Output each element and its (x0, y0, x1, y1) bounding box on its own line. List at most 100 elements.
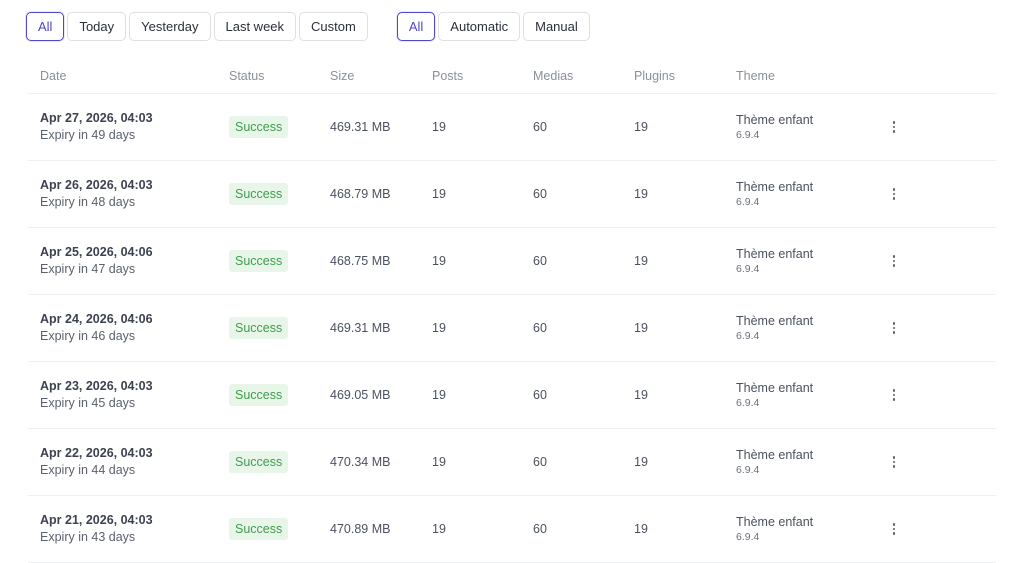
plugins-cell: 19 (634, 496, 648, 562)
more-vertical-icon[interactable] (887, 320, 901, 335)
backup-size: 469.05 MB (330, 388, 391, 402)
theme-cell: Thème enfant 6.9.4 (736, 94, 813, 160)
more-vertical-icon[interactable] (887, 186, 901, 201)
medias-cell: 60 (533, 429, 547, 495)
backup-date: Apr 22, 2026, 04:03 (40, 446, 153, 460)
posts-cell: 19 (432, 295, 446, 361)
theme-name: Thème enfant (736, 247, 814, 261)
theme-cell: Thème enfant 6.9.4 (736, 161, 813, 227)
more-vertical-icon[interactable] (887, 119, 901, 134)
backup-size: 469.31 MB (330, 321, 391, 335)
medias-cell: 60 (533, 94, 547, 160)
backup-date: Apr 24, 2026, 04:06 (40, 312, 153, 326)
status-badge: Success (229, 518, 289, 540)
type-filter-group: All Automatic Manual (396, 12, 590, 41)
date-filter-yesterday[interactable]: Yesterday (129, 12, 211, 41)
size-cell: 469.31 MB (330, 295, 390, 361)
table-row: Apr 23, 2026, 04:03 Expiry in 45 days Succ… (28, 362, 996, 429)
table-row: Apr 21, 2026, 04:03 Expiry in 43 days Succ… (28, 496, 996, 563)
date-cell: Apr 21, 2026, 04:03 Expiry in 43 days (40, 496, 153, 562)
status-cell: Success (229, 496, 289, 562)
theme-name: Thème enfant (736, 113, 814, 127)
size-cell: 470.34 MB (330, 429, 390, 495)
backup-date: Apr 25, 2026, 04:06 (40, 245, 153, 259)
medias-count: 60 (533, 455, 547, 469)
plugins-cell: 19 (634, 429, 648, 495)
theme-name: Thème enfant (736, 381, 814, 395)
column-header-plugins: Plugins (634, 69, 675, 83)
date-cell: Apr 22, 2026, 04:03 Expiry in 44 days (40, 429, 153, 495)
date-filter-last-week[interactable]: Last week (213, 12, 297, 41)
type-filter-all[interactable]: All (396, 12, 436, 41)
plugins-count: 19 (634, 455, 648, 469)
medias-count: 60 (533, 187, 547, 201)
plugins-cell: 19 (634, 94, 648, 160)
table-row: Apr 27, 2026, 04:03 Expiry in 49 days Succ… (28, 94, 996, 161)
status-badge: Success (229, 384, 289, 406)
expiry-text: Expiry in 43 days (40, 530, 136, 544)
more-vertical-icon[interactable] (887, 521, 901, 536)
date-cell: Apr 24, 2026, 04:06 Expiry in 46 days (40, 295, 153, 361)
status-cell: Success (229, 94, 289, 160)
posts-cell: 19 (432, 161, 446, 227)
medias-count: 60 (533, 254, 547, 268)
theme-version: 6.9.4 (736, 263, 760, 275)
backup-size: 470.34 MB (330, 455, 391, 469)
column-header-date: Date (40, 69, 67, 83)
theme-cell: Thème enfant 6.9.4 (736, 295, 813, 361)
type-filter-manual[interactable]: Manual (523, 12, 590, 41)
medias-count: 60 (533, 120, 547, 134)
more-vertical-icon[interactable] (887, 454, 901, 469)
backup-size: 470.89 MB (330, 522, 391, 536)
status-badge: Success (229, 116, 289, 138)
backup-size: 468.79 MB (330, 187, 391, 201)
status-cell: Success (229, 295, 289, 361)
table-body: Apr 27, 2026, 04:03 Expiry in 49 days Succ… (28, 94, 996, 563)
status-cell: Success (229, 228, 289, 294)
date-filter-today[interactable]: Today (67, 12, 127, 41)
size-cell: 468.75 MB (330, 228, 390, 294)
backups-table: Date Status Size Posts Medias Plugins Th… (28, 59, 996, 563)
posts-count: 19 (432, 321, 446, 335)
date-filter-all[interactable]: All (26, 12, 65, 41)
size-cell: 470.89 MB (330, 496, 390, 562)
medias-cell: 60 (533, 362, 547, 428)
expiry-text: Expiry in 48 days (40, 195, 136, 209)
date-filter-custom[interactable]: Custom (299, 12, 368, 41)
posts-cell: 19 (432, 362, 446, 428)
more-vertical-icon[interactable] (887, 253, 901, 268)
theme-name: Thème enfant (736, 515, 814, 529)
plugins-count: 19 (634, 254, 648, 268)
type-filter-automatic[interactable]: Automatic (438, 12, 521, 41)
menu-cell (886, 228, 902, 294)
plugins-cell: 19 (634, 228, 648, 294)
column-header-size: Size (330, 69, 355, 83)
posts-count: 19 (432, 254, 446, 268)
theme-version: 6.9.4 (736, 196, 760, 208)
posts-count: 19 (432, 388, 446, 402)
backup-date: Apr 21, 2026, 04:03 (40, 513, 153, 527)
status-badge: Success (229, 183, 289, 205)
theme-version: 6.9.4 (736, 531, 760, 543)
backup-date: Apr 26, 2026, 04:03 (40, 178, 153, 192)
expiry-text: Expiry in 47 days (40, 262, 136, 276)
status-badge: Success (229, 451, 289, 473)
medias-count: 60 (533, 522, 547, 536)
plugins-count: 19 (634, 522, 648, 536)
column-header-status: Status (229, 69, 265, 83)
posts-cell: 19 (432, 228, 446, 294)
posts-count: 19 (432, 522, 446, 536)
posts-cell: 19 (432, 429, 446, 495)
posts-cell: 19 (432, 94, 446, 160)
medias-cell: 60 (533, 496, 547, 562)
expiry-text: Expiry in 44 days (40, 463, 136, 477)
theme-version: 6.9.4 (736, 330, 760, 342)
table-row: Apr 22, 2026, 04:03 Expiry in 44 days Succ… (28, 429, 996, 496)
expiry-text: Expiry in 49 days (40, 128, 136, 142)
plugins-count: 19 (634, 388, 648, 402)
date-cell: Apr 23, 2026, 04:03 Expiry in 45 days (40, 362, 153, 428)
more-vertical-icon[interactable] (887, 387, 901, 402)
theme-cell: Thème enfant 6.9.4 (736, 496, 813, 562)
backup-date: Apr 23, 2026, 04:03 (40, 379, 153, 393)
table-row: Apr 25, 2026, 04:06 Expiry in 47 days Succ… (28, 228, 996, 295)
